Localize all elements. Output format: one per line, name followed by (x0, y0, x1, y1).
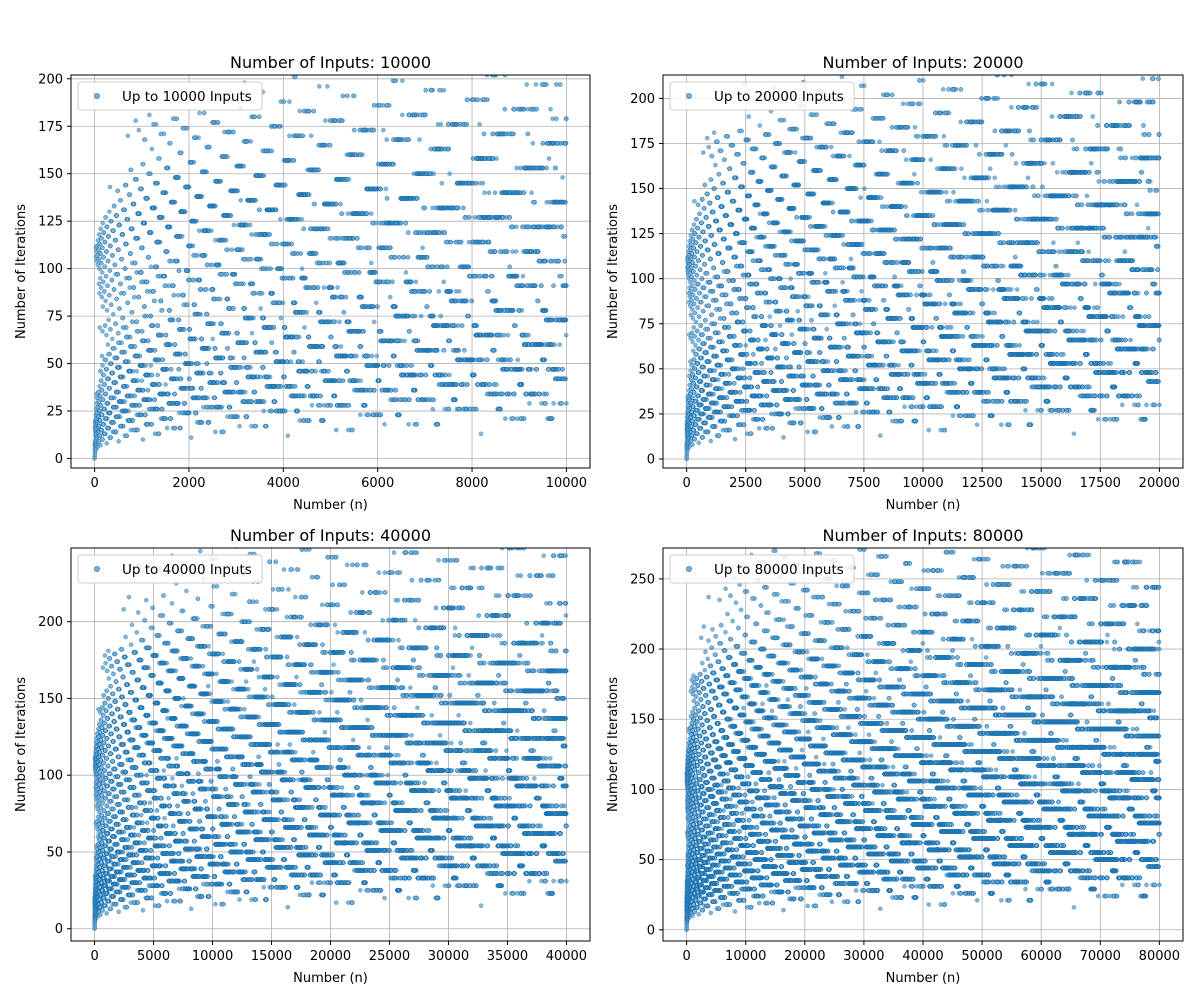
subplot-3: 0 5000 10000 15000 20000 25000 30000 35000 40000… (14, 431, 590, 986)
legend: Up to 20000 Inputs (670, 82, 854, 110)
chart-title: Number of Inputs: 10000 (230, 53, 431, 72)
legend-label: Up to 10000 Inputs (122, 89, 252, 105)
x-tick-label: 5000 (788, 476, 821, 491)
x-tick-label: 10000 (902, 476, 943, 491)
x-tick-label: 2000 (172, 476, 205, 491)
legend: Up to 80000 Inputs (670, 555, 854, 583)
y-tick-label: 150 (38, 692, 63, 707)
x-tick-label: 0 (682, 949, 690, 964)
legend-marker (686, 93, 691, 98)
x-tick-label: 35000 (487, 949, 528, 964)
x-tick-label: 10000 (725, 949, 766, 964)
y-axis-label: Number of Iterations (606, 204, 621, 339)
y-tick-label: 100 (38, 262, 63, 277)
y-tick-label: 150 (38, 167, 63, 182)
legend-marker (686, 566, 691, 571)
chart-title: Number of Inputs: 20000 (822, 53, 1023, 72)
subplot-1: 0 2000 4000 6000 8000 10000 0 25 50 75 100 125 150 17… (14, 0, 590, 513)
y-axis-label: Number of Iterations (14, 677, 29, 812)
x-tick-label: 20000 (784, 949, 825, 964)
y-tick-label: 50 (46, 357, 63, 372)
y-tick-label: 175 (630, 137, 655, 152)
x-axis-label: Number (n) (886, 971, 961, 986)
x-tick-label: 30000 (843, 949, 884, 964)
x-tick-label: 8000 (455, 476, 488, 491)
y-tick-label: 75 (46, 310, 63, 325)
x-tick-label: 60000 (1021, 949, 1062, 964)
x-tick-label: 30000 (428, 949, 469, 964)
y-tick-label: 50 (638, 853, 655, 868)
subplot-4: 0 10000 20000 30000 40000 50000 60000 70000 8000… (606, 436, 1183, 986)
x-tick-label: 80000 (1139, 949, 1180, 964)
x-tick-label: 4000 (267, 476, 300, 491)
y-tick-label: 75 (638, 317, 655, 332)
x-tick-label: 2500 (729, 476, 762, 491)
legend: Up to 10000 Inputs (78, 82, 262, 110)
y-tick-label: 175 (38, 120, 63, 135)
y-tick-label: 25 (46, 405, 63, 420)
legend-label: Up to 20000 Inputs (714, 89, 844, 105)
x-tick-label: 70000 (1080, 949, 1121, 964)
x-axis-label: Number (n) (886, 498, 961, 513)
x-tick-label: 15000 (251, 949, 292, 964)
y-tick-label: 0 (647, 923, 655, 938)
legend-label: Up to 40000 Inputs (122, 562, 252, 578)
y-tick-label: 0 (647, 452, 655, 467)
y-tick-label: 125 (630, 227, 655, 242)
y-tick-label: 0 (55, 452, 63, 467)
chart-title: Number of Inputs: 40000 (230, 526, 431, 545)
x-tick-label: 25000 (369, 949, 410, 964)
x-tick-label: 7500 (847, 476, 880, 491)
subplot-2: 0 2500 5000 7500 10000 12500 15000 17500 20000 0 2… (606, 0, 1183, 513)
legend: Up to 40000 Inputs (78, 555, 262, 583)
y-tick-label: 200 (630, 643, 655, 658)
x-tick-label: 20000 (310, 949, 351, 964)
y-tick-label: 150 (630, 713, 655, 728)
y-tick-label: 125 (38, 215, 63, 230)
y-tick-label: 150 (630, 182, 655, 197)
x-tick-label: 0 (682, 476, 690, 491)
x-axis-label: Number (n) (293, 971, 368, 986)
x-tick-label: 5000 (137, 949, 170, 964)
x-tick-label: 10000 (192, 949, 233, 964)
y-tick-label: 100 (630, 272, 655, 287)
y-tick-label: 200 (630, 92, 655, 107)
y-tick-label: 200 (38, 72, 63, 87)
y-tick-label: 250 (630, 572, 655, 587)
x-tick-label: 17500 (1080, 476, 1121, 491)
y-tick-label: 50 (638, 362, 655, 377)
y-axis-label: Number of Iterations (14, 204, 29, 339)
x-tick-label: 50000 (961, 949, 1002, 964)
chart-title: Number of Inputs: 80000 (822, 526, 1023, 545)
x-tick-label: 10000 (546, 476, 587, 491)
x-axis-label: Number (n) (293, 498, 368, 513)
y-tick-label: 25 (638, 407, 655, 422)
y-tick-label: 200 (38, 615, 63, 630)
y-tick-label: 0 (55, 922, 63, 937)
x-tick-label: 20000 (1139, 476, 1180, 491)
legend-marker (94, 93, 99, 98)
y-tick-label: 100 (630, 783, 655, 798)
x-tick-label: 40000 (546, 949, 587, 964)
y-tick-label: 50 (46, 845, 63, 860)
y-axis-label: Number of Iterations (606, 677, 621, 812)
x-tick-label: 15000 (1021, 476, 1062, 491)
x-tick-label: 12500 (961, 476, 1002, 491)
x-tick-label: 0 (90, 476, 98, 491)
x-tick-label: 6000 (361, 476, 394, 491)
legend-label: Up to 80000 Inputs (714, 562, 844, 578)
legend-marker (94, 566, 99, 571)
x-tick-label: 0 (90, 949, 98, 964)
x-tick-label: 40000 (902, 949, 943, 964)
y-tick-label: 100 (38, 769, 63, 784)
